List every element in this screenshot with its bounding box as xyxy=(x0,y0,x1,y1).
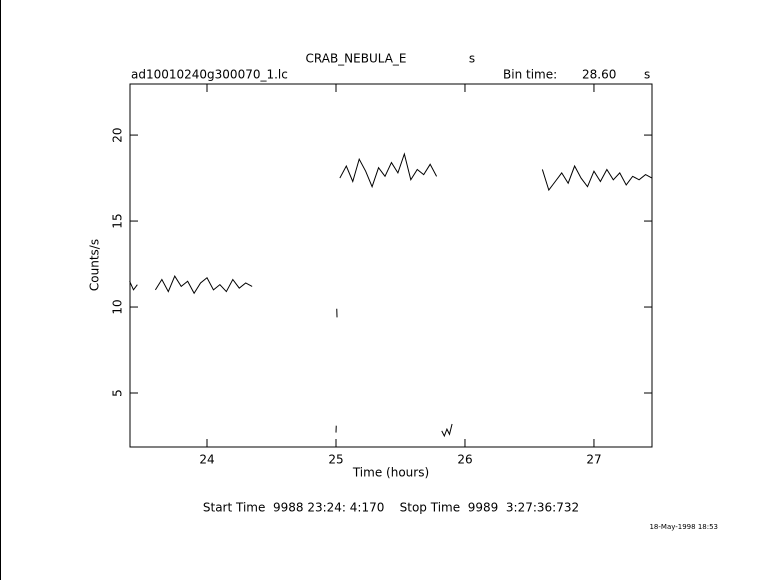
y-tick-label: 5 xyxy=(111,389,125,397)
light-curve xyxy=(129,152,653,438)
y-tick-label: 15 xyxy=(111,213,125,228)
title-suffix: s xyxy=(469,52,475,66)
chart-title: CRAB_NEBULA_E xyxy=(306,52,407,66)
x-tick-label: 25 xyxy=(328,453,343,467)
footer: Start Time 9988 23:24: 4:170 Stop Time 9… xyxy=(203,501,579,515)
plot-frame xyxy=(129,83,653,448)
x-tick-label: 27 xyxy=(586,453,601,467)
x-tick-label: 26 xyxy=(457,453,472,467)
bin-time: 28.60 xyxy=(582,68,616,82)
y-tick-label: 20 xyxy=(111,127,125,142)
y-axis-label: Counts/s xyxy=(88,239,102,291)
x-tick-label: 24 xyxy=(199,453,214,467)
y-tick-label: 10 xyxy=(111,299,125,314)
date-stamp: 18-May-1998 18:53 xyxy=(649,523,718,531)
x-axis-label: Time (hours) xyxy=(352,466,429,480)
bin-time-label: Bin time: xyxy=(503,68,557,82)
bin-time-unit: s xyxy=(644,68,650,82)
file-label: ad10010240g300070_1.lc xyxy=(131,68,288,82)
